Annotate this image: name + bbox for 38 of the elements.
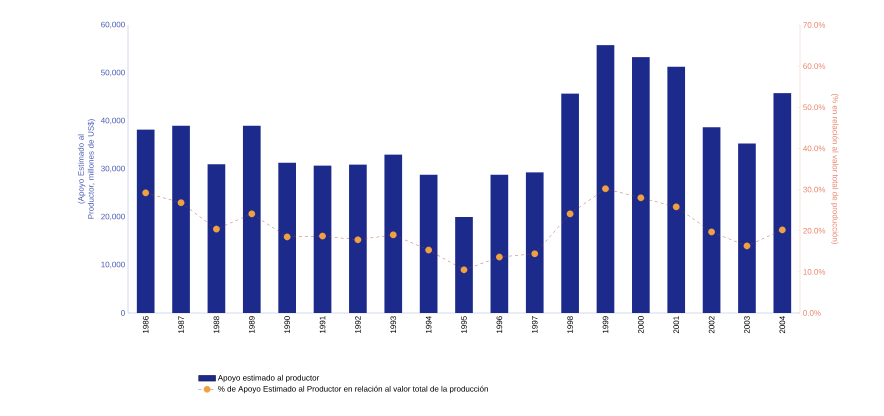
bar — [455, 217, 473, 313]
bar — [773, 93, 792, 313]
point — [531, 250, 538, 258]
point — [425, 246, 432, 254]
bar — [632, 57, 650, 313]
bar — [384, 154, 402, 313]
bar — [420, 174, 438, 313]
point — [637, 194, 644, 202]
bar — [314, 166, 332, 313]
point — [354, 236, 362, 244]
bar — [208, 164, 226, 313]
bar — [526, 172, 544, 313]
point — [744, 242, 750, 250]
bar — [561, 94, 579, 313]
point — [390, 231, 397, 238]
point — [284, 233, 291, 240]
bar — [172, 126, 190, 313]
point — [142, 189, 150, 196]
point — [672, 203, 680, 210]
point — [248, 210, 256, 218]
point — [602, 185, 609, 192]
bar — [667, 66, 686, 313]
point — [566, 210, 574, 218]
bar — [349, 164, 367, 313]
point — [460, 266, 468, 274]
bar — [490, 174, 508, 313]
bar — [278, 162, 296, 313]
bar — [702, 127, 720, 313]
bar — [738, 144, 756, 313]
point — [178, 199, 184, 206]
bar — [596, 45, 614, 313]
point — [213, 226, 220, 232]
bar — [136, 130, 155, 313]
point — [708, 228, 715, 236]
bar — [242, 126, 261, 313]
point — [319, 232, 326, 240]
point — [496, 254, 503, 260]
point — [778, 226, 786, 234]
